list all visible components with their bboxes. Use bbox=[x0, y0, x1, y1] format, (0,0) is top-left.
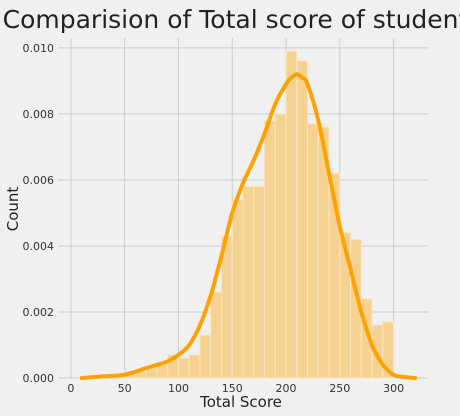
x-axis-label: Total Score bbox=[199, 393, 282, 411]
histogram-bar bbox=[307, 123, 319, 379]
x-tick-label: 100 bbox=[168, 382, 189, 395]
histogram-bar bbox=[177, 357, 190, 379]
y-tick-label: 0.010 bbox=[23, 42, 55, 55]
x-tick-label: 200 bbox=[276, 382, 297, 395]
histogram-bar bbox=[231, 199, 244, 379]
y-tick-labels: 0.000 0.002 0.004 0.006 0.008 0.010 bbox=[23, 42, 55, 385]
chart-title: Comparision of Total score of students bbox=[3, 5, 460, 34]
histogram-bar bbox=[296, 60, 309, 379]
histogram-bar bbox=[274, 113, 287, 379]
kde-curve bbox=[79, 72, 418, 380]
x-tick-label: 150 bbox=[222, 382, 243, 395]
histogram-bar bbox=[382, 321, 395, 379]
histogram-bar bbox=[188, 354, 201, 379]
y-tick-label: 0.002 bbox=[23, 306, 55, 319]
histogram-bar bbox=[253, 186, 266, 379]
y-tick-label: 0.006 bbox=[23, 174, 55, 187]
histogram-bars bbox=[102, 50, 395, 379]
histogram-bar bbox=[264, 120, 276, 379]
x-tick-label: 50 bbox=[118, 382, 132, 395]
x-tick-labels: 0 50 100 150 200 250 300 bbox=[67, 382, 404, 395]
y-tick-label: 0.008 bbox=[23, 108, 55, 121]
histogram-bar bbox=[210, 291, 222, 379]
histogram-bar bbox=[199, 334, 212, 379]
histogram-bar bbox=[285, 50, 298, 379]
histogram-bar bbox=[242, 186, 255, 379]
y-tick-label: 0.000 bbox=[23, 372, 55, 385]
x-tick-label: 300 bbox=[383, 382, 404, 395]
x-tick-label: 250 bbox=[329, 382, 350, 395]
y-axis-label: Count bbox=[4, 187, 22, 232]
x-tick-label: 0 bbox=[67, 382, 74, 395]
y-tick-label: 0.004 bbox=[23, 240, 55, 253]
histogram-bar bbox=[156, 364, 169, 379]
